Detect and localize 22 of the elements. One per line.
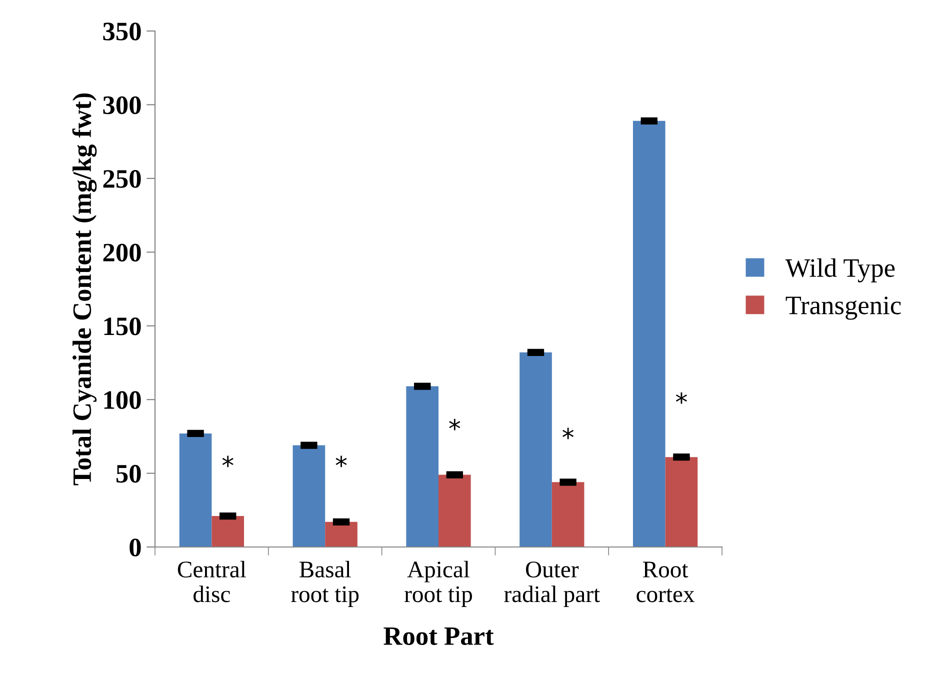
y-tick-label: 0 — [130, 538, 141, 556]
annotation: * — [562, 428, 574, 440]
y-tick-label: 300 — [103, 96, 141, 114]
x-tick-label: Central disc — [178, 560, 246, 602]
y-tick-label: 150 — [104, 317, 141, 336]
legend-label: Transgenic — [786, 296, 901, 320]
x-axis-title: Root Part — [384, 627, 494, 646]
annotation: * — [449, 418, 460, 430]
y-tick-label: 50 — [116, 464, 141, 483]
y-tick-label: 350 — [103, 22, 141, 40]
x-tick-label: Root cortex — [636, 562, 695, 602]
y-tick-label: 200 — [103, 244, 141, 262]
x-tick-label: Apical root tip — [404, 560, 472, 607]
y-tick-label: 100 — [104, 391, 141, 409]
x-tick-label: Outer radial part — [504, 562, 600, 607]
y-axis-title: Total Cyanide Content (mg/kg fwt) — [72, 93, 97, 486]
legend-label: Wild Type — [785, 258, 895, 282]
annotation: * — [222, 456, 234, 468]
annotation: * — [676, 392, 687, 404]
annotation: * — [336, 456, 347, 468]
y-tick-label: 250 — [103, 170, 141, 188]
x-tick-label: Basal root tip — [291, 560, 359, 607]
